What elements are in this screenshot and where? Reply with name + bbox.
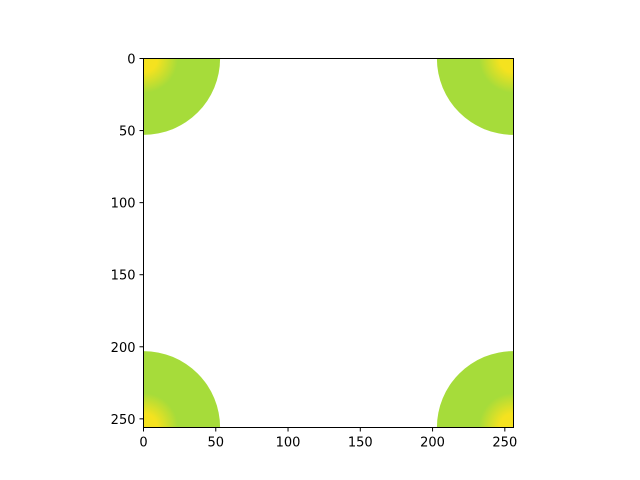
y-tick-label: 150 bbox=[111, 269, 136, 284]
y-tick-label: 200 bbox=[111, 341, 136, 356]
heatmap-regions bbox=[143, 58, 514, 428]
axes-background bbox=[143, 58, 514, 428]
y-tick-label: 250 bbox=[111, 413, 136, 428]
heatmap-region-bottom-left bbox=[143, 351, 221, 428]
x-tick-label: 150 bbox=[348, 436, 373, 451]
axes-frame bbox=[143, 58, 514, 428]
x-tick-label: 250 bbox=[492, 436, 517, 451]
x-axis: 0 50 100 150 200 250 bbox=[139, 427, 517, 451]
y-tick-label: 0 bbox=[127, 53, 135, 68]
heatmap-region-bottom-right bbox=[436, 351, 514, 428]
y-tick-label: 100 bbox=[111, 197, 136, 212]
heatmap-region-top-right bbox=[436, 58, 514, 135]
y-axis: 0 50 100 150 200 250 bbox=[111, 53, 144, 428]
x-tick-label: 0 bbox=[139, 436, 147, 451]
x-tick-label: 50 bbox=[207, 436, 224, 451]
x-tick-label: 100 bbox=[276, 436, 301, 451]
x-tick-label: 200 bbox=[420, 436, 445, 451]
heatmap-region-top-left bbox=[143, 58, 221, 135]
y-tick-label: 50 bbox=[119, 125, 136, 140]
